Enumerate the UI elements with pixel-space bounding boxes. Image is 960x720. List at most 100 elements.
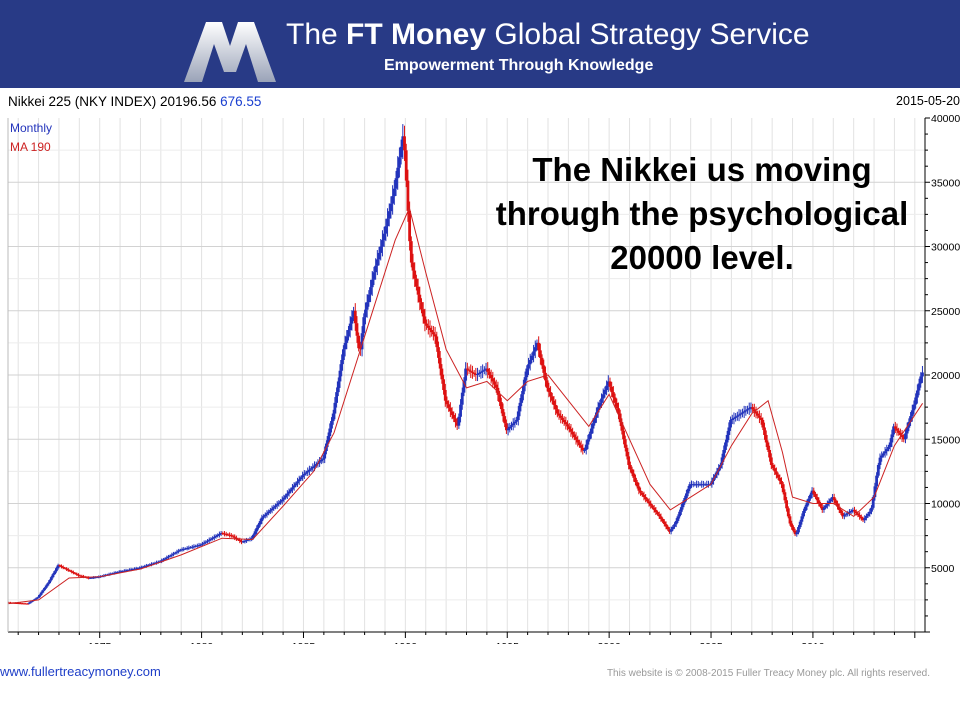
candle-body [555,409,559,414]
candle-body [870,507,873,512]
candle-body [341,349,345,361]
candle-body [579,445,583,448]
candle-body [734,416,738,418]
candle-body [693,484,697,486]
chart-annotation: The Nikkei us moving through the psychol… [495,151,909,276]
candle-body [63,567,67,569]
candle-body [391,196,395,204]
candle-body [798,521,802,528]
candle-body [348,323,352,331]
candle-body [588,433,592,440]
candle-body [700,484,704,486]
candle-body [790,523,794,528]
candle-body [627,456,631,465]
candle-body [698,484,702,486]
candle-body [910,410,914,417]
candle-body [228,534,232,536]
candle-body [576,439,580,443]
candle-body [562,419,566,423]
candle-body [569,429,573,432]
candle-body [561,417,564,420]
candle-body [250,538,254,540]
candle-body [396,167,400,179]
candle-body [516,411,520,420]
copyright-text: This website is © 2008-2015 Fuller Treac… [606,668,930,679]
candle-body [331,413,335,422]
candle-body [550,396,554,401]
candle-body [797,527,800,533]
candle-body [834,500,838,504]
candle-body [19,603,23,605]
candle-body [437,347,440,358]
candle-body [357,335,361,349]
candle-body [785,500,789,509]
candle-body [338,370,342,382]
candle-body [808,494,812,499]
candle-body [353,310,357,324]
candle-body [214,535,218,537]
candle-body [265,513,269,515]
candle-body [572,434,576,438]
candle-body [814,493,817,498]
candle-body [488,371,491,375]
candle-body [647,501,651,504]
candle-body [197,545,201,547]
candle-body [211,537,215,539]
candle-body [491,378,495,382]
candle-body [484,368,488,370]
x-tick-label: 2000 [597,641,621,644]
candle-body [880,455,884,458]
candle-body [474,373,478,375]
candle-body [285,493,289,496]
candle-body [180,549,184,551]
candle-body [557,413,561,416]
candle-body [360,333,364,350]
candle-body [212,536,216,538]
candle-body [352,310,355,318]
candle-body [676,516,680,521]
candle-body [460,392,464,405]
candle-body [49,577,53,581]
candle-body [418,294,422,303]
candle-body [868,511,872,514]
candle-body [233,536,237,538]
candle-body [729,419,732,428]
candle-body [854,511,858,514]
candle-body [844,514,848,516]
candle-body [861,518,865,521]
candle-body [406,180,410,211]
candle-body [761,419,765,428]
candle-body [384,226,388,234]
candle-body [730,418,734,420]
candle-body [319,459,323,462]
candle-body [326,436,330,444]
candle-body [238,539,242,541]
candle-body [39,592,43,595]
candle-body [258,521,262,525]
candle-body [776,474,780,478]
y-tick-label: 5000 [931,563,955,575]
candle-body [416,286,420,295]
candle-body [318,461,322,463]
candle-body [194,545,198,547]
candle-body [873,486,877,498]
candle-body [77,574,80,576]
candle-body [724,442,727,450]
candle-body [27,602,31,604]
candle-body [842,515,846,517]
candle-body [41,590,45,593]
website-link[interactable]: www.fullertreacymoney.com [0,664,161,679]
candle-body [559,415,563,418]
candle-body [365,302,369,310]
candle-body [428,327,432,331]
candle-body [381,240,384,247]
banner-title: The FT Money Global Strategy Service [286,18,810,51]
candle-body [128,569,131,571]
candle-body [190,546,194,548]
candle-body [218,534,221,536]
candle-body [720,457,724,465]
candle-body [623,439,627,448]
candle-body [803,506,807,511]
candle-body [628,464,632,470]
candle-body [591,423,595,429]
